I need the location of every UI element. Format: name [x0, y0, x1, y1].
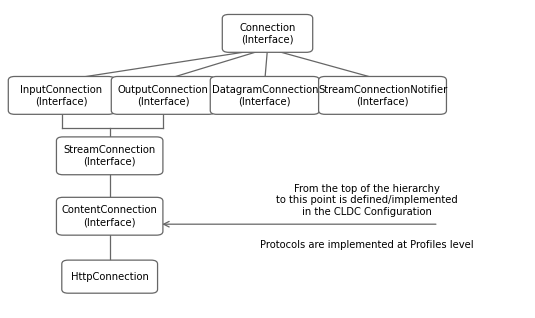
FancyBboxPatch shape [318, 77, 446, 114]
FancyBboxPatch shape [210, 77, 319, 114]
Text: StreamConnection
(Interface): StreamConnection (Interface) [64, 145, 156, 167]
Text: StreamConnectionNotifier
(Interface): StreamConnectionNotifier (Interface) [318, 85, 447, 106]
Text: InputConnection
(Interface): InputConnection (Interface) [20, 85, 103, 106]
Text: DatagramConnection
(Interface): DatagramConnection (Interface) [211, 85, 318, 106]
FancyBboxPatch shape [111, 77, 215, 114]
FancyBboxPatch shape [62, 260, 158, 293]
Text: OutputConnection
(Interface): OutputConnection (Interface) [118, 85, 209, 106]
FancyBboxPatch shape [9, 77, 114, 114]
Text: ContentConnection
(Interface): ContentConnection (Interface) [62, 205, 158, 227]
FancyBboxPatch shape [223, 14, 313, 52]
Text: From the top of the hierarchy
to this point is defined/implemented
in the CLDC C: From the top of the hierarchy to this po… [276, 184, 457, 217]
FancyBboxPatch shape [57, 197, 163, 235]
FancyBboxPatch shape [57, 137, 163, 175]
Text: Connection
(Interface): Connection (Interface) [239, 23, 296, 44]
Text: HttpConnection: HttpConnection [71, 272, 149, 282]
Text: Protocols are implemented at Profiles level: Protocols are implemented at Profiles le… [259, 240, 473, 250]
